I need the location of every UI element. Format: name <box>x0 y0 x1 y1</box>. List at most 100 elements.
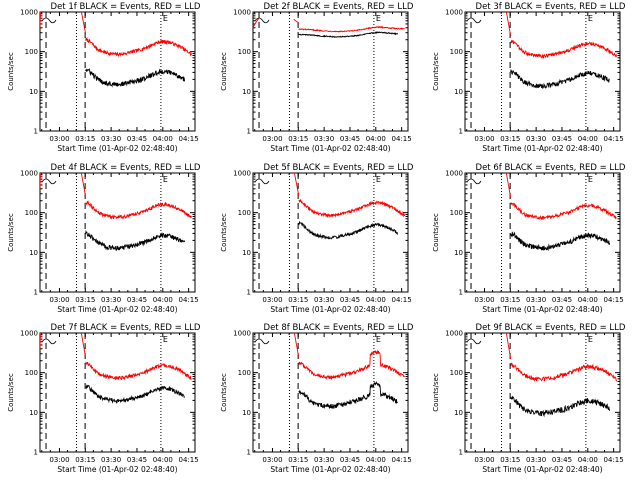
y-tick-label: 10 <box>454 88 463 96</box>
corner-glyph <box>254 178 270 185</box>
corner-glyph <box>466 17 482 24</box>
corner-glyph <box>41 17 57 24</box>
chart-title: Det 4f BLACK = Events, RED = LLD <box>51 163 201 173</box>
x-tick-label: 03:30 <box>526 135 546 143</box>
y-tick-label: 1000 <box>233 170 251 178</box>
y-tick-label: 1000 <box>233 330 251 338</box>
y-tick-label: 10 <box>242 249 251 257</box>
x-tick-label: 03:00 <box>474 135 494 143</box>
x-tick-label: 04:15 <box>604 456 624 464</box>
chart-title: Det 2f BLACK = Events, RED = LLD <box>264 2 414 12</box>
y-tick-label: 100 <box>25 48 38 56</box>
series-line-events <box>298 220 399 240</box>
series-line-lld <box>510 201 617 221</box>
corner-glyph <box>466 178 482 185</box>
y-axis-label: Counts/sec <box>220 373 228 412</box>
x-tick-label: 03:45 <box>127 296 147 304</box>
x-tick-label: 03:45 <box>552 296 572 304</box>
plot-area <box>465 173 617 252</box>
series-line-lld-drop <box>505 12 512 36</box>
chart-panel-9: Det 9f BLACK = Events, RED = LLD Counts/s… <box>432 323 626 474</box>
x-tick-label: 04:15 <box>604 135 624 143</box>
x-tick-label: 03:15 <box>500 135 520 143</box>
y-tick-label: 1 <box>459 289 463 297</box>
x-tick-label: 03:15 <box>288 456 308 464</box>
interval-marker-label: E <box>376 14 381 23</box>
y-tick-label: 1000 <box>445 9 463 17</box>
y-axis-label: Counts/sec <box>432 52 440 91</box>
chart-panel-2: Det 2f BLACK = Events, RED = LLD Counts/s… <box>220 2 414 153</box>
chart-title: Det 6f BLACK = Events, RED = LLD <box>476 163 626 173</box>
series-line-lld-drop <box>293 19 299 24</box>
y-axis-label: Counts/sec <box>220 52 228 91</box>
x-tick-label: 04:00 <box>366 135 386 143</box>
y-axis-label: Counts/sec <box>7 213 15 252</box>
interval-marker-label: E <box>163 335 168 344</box>
x-tick-label: 04:15 <box>604 296 624 304</box>
x-tick-label: 03:45 <box>340 296 360 304</box>
x-tick-label: 04:15 <box>392 296 412 304</box>
series-line-events <box>298 31 399 38</box>
plot-frame <box>39 332 196 453</box>
x-tick-label: 04:00 <box>366 296 386 304</box>
chart-title: Det 7f BLACK = Events, RED = LLD <box>51 323 201 333</box>
x-tick-label: 03:45 <box>552 456 572 464</box>
corner-glyph <box>254 338 270 345</box>
corner-glyph <box>254 17 270 24</box>
x-tick-label: 03:45 <box>127 135 147 143</box>
y-tick-label: 100 <box>450 48 463 56</box>
series-line-events <box>85 230 186 251</box>
interval-marker-label: E <box>163 175 168 184</box>
y-axis-label: Counts/sec <box>432 213 440 252</box>
y-tick-label: 1000 <box>233 9 251 17</box>
x-tick-label: 04:00 <box>153 296 173 304</box>
series-line-lld <box>85 361 192 381</box>
x-tick-label: 03:45 <box>340 456 360 464</box>
y-tick-label: 10 <box>242 409 251 417</box>
chart-panel-7: Det 7f BLACK = Events, RED = LLD Counts/s… <box>7 323 201 474</box>
series-line-lld-drop <box>505 333 512 359</box>
y-tick-label: 1000 <box>20 170 38 178</box>
y-tick-label: 1 <box>247 128 251 136</box>
chart-panel-3: Det 3f BLACK = Events, RED = LLD Counts/s… <box>432 2 626 153</box>
x-tick-label: 03:30 <box>526 296 546 304</box>
plot-area <box>40 173 193 251</box>
series-line-lld-drop <box>505 173 512 198</box>
x-tick-label: 04:15 <box>179 135 199 143</box>
y-tick-label: 1000 <box>445 170 463 178</box>
plot-frame <box>252 332 409 453</box>
x-axis-label: Start Time (01-Apr-02 02:48:40) <box>270 305 390 314</box>
series-line-events <box>85 68 186 88</box>
interval-marker-label: E <box>163 14 168 23</box>
y-tick-label: 1000 <box>445 330 463 338</box>
series-line-lld <box>298 198 406 219</box>
x-tick-label: 04:15 <box>392 135 412 143</box>
series-line-lld <box>85 199 193 220</box>
plot-frame <box>464 172 621 293</box>
x-tick-label: 03:45 <box>127 456 147 464</box>
x-tick-label: 04:00 <box>366 456 386 464</box>
x-tick-label: 03:00 <box>49 135 69 143</box>
plot-frame <box>252 172 409 293</box>
plot-area <box>465 333 618 418</box>
y-tick-label: 1 <box>247 289 251 297</box>
x-tick-label: 03:00 <box>262 135 282 143</box>
interval-marker-label: E <box>588 175 593 184</box>
y-tick-label: 100 <box>238 369 251 377</box>
y-tick-label: 1 <box>34 128 38 136</box>
y-axis-label: Counts/sec <box>7 373 15 412</box>
y-tick-label: 10 <box>242 88 251 96</box>
x-axis-label: Start Time (01-Apr-02 02:48:40) <box>482 465 602 474</box>
plot-area <box>40 333 192 404</box>
chart-title: Det 1f BLACK = Events, RED = LLD <box>51 2 201 12</box>
x-tick-label: 03:30 <box>314 135 334 143</box>
x-axis-label: Start Time (01-Apr-02 02:48:40) <box>57 144 177 153</box>
x-tick-label: 03:15 <box>288 135 308 143</box>
chart-panel-6: Det 6f BLACK = Events, RED = LLD Counts/s… <box>432 163 626 314</box>
x-tick-label: 03:30 <box>101 135 121 143</box>
series-line-lld <box>85 36 193 57</box>
x-tick-label: 03:45 <box>340 135 360 143</box>
x-tick-label: 03:00 <box>474 456 494 464</box>
x-tick-label: 03:30 <box>314 296 334 304</box>
